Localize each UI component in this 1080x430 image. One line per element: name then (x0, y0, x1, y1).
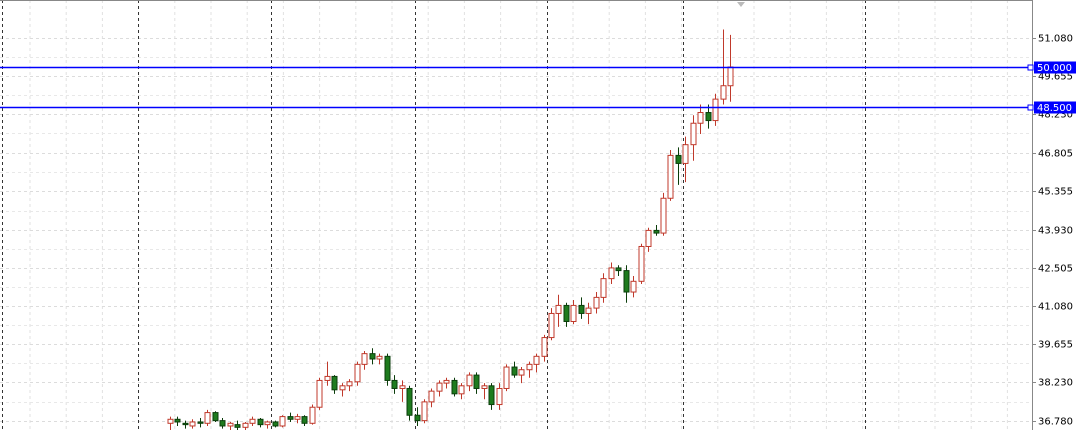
shift-marker (737, 2, 745, 7)
candle-body (518, 369, 525, 376)
candle-body (301, 416, 308, 424)
candle-body (234, 424, 241, 428)
candle-body (458, 385, 465, 395)
candle-body (503, 366, 510, 389)
candle-body (533, 355, 540, 365)
candle-body (443, 379, 450, 384)
y-tick-label: 51.080 (1038, 34, 1073, 45)
candle-body (227, 422, 234, 427)
candle-body (563, 304, 570, 322)
candle-body (242, 422, 249, 428)
price-label: 48.500 (1037, 103, 1072, 114)
candle-body (682, 144, 689, 164)
candle-body (316, 379, 323, 408)
candle-body (705, 112, 712, 122)
candle-body (264, 421, 271, 426)
candle-body (667, 154, 674, 199)
y-tick-label: 36.780 (1038, 417, 1073, 428)
candle-body (608, 267, 615, 280)
candle-body (384, 355, 391, 381)
candle-body (421, 401, 428, 422)
candle-body (436, 382, 443, 392)
candle-body (630, 280, 637, 293)
candle-body (593, 296, 600, 309)
grid (0, 0, 1032, 430)
candle-body (406, 387, 413, 416)
candle-body (287, 416, 294, 420)
candle-body (339, 385, 346, 391)
price-label-box (1034, 101, 1076, 114)
candle-body (174, 418, 181, 423)
candle-body (451, 379, 458, 395)
candle-body (376, 355, 383, 360)
candle-body (324, 375, 331, 381)
candle-body (182, 422, 189, 426)
candle-body (466, 374, 473, 387)
line-handle (1027, 64, 1034, 71)
candle-body (541, 337, 548, 357)
candle-body (272, 421, 279, 427)
candle-body (570, 304, 577, 322)
candle-body (361, 353, 368, 365)
candle-body (428, 390, 435, 403)
candle-body (511, 366, 518, 376)
candle-body (660, 197, 667, 234)
candle-body (727, 66, 734, 87)
candle-body (720, 85, 727, 100)
candle-body (414, 414, 421, 422)
candle-body (354, 363, 361, 383)
candle-body (399, 385, 406, 389)
candle-body (197, 421, 204, 424)
candle-body (219, 420, 226, 427)
candle-body (391, 379, 398, 389)
y-tick-label: 41.080 (1038, 302, 1073, 313)
candle-body (473, 374, 480, 389)
candle-body (675, 154, 682, 164)
candle-body (204, 412, 211, 424)
y-tick-label: 42.505 (1038, 264, 1073, 275)
candle-body (578, 304, 585, 314)
y-tick-label: 38.230 (1038, 378, 1073, 389)
candle-body (189, 421, 196, 427)
candle-body (481, 385, 488, 389)
candle-body (548, 312, 555, 339)
candle-body (600, 278, 607, 298)
y-tick-label: 43.930 (1038, 226, 1073, 237)
y-tick-label: 45.355 (1038, 187, 1073, 198)
candle-body (526, 363, 533, 371)
candle-body (623, 270, 630, 293)
candle-body (712, 98, 719, 122)
candle-body (638, 245, 645, 282)
candle-body (294, 416, 301, 420)
candle-body (645, 229, 652, 247)
candle-body (167, 418, 174, 424)
candle-body (496, 387, 503, 406)
candle-body (555, 304, 562, 314)
candle-body (249, 418, 256, 424)
candle-body (346, 381, 353, 387)
candle-body (690, 122, 697, 146)
candle-body (653, 229, 660, 234)
candle-body (257, 418, 264, 426)
candle-body (488, 385, 495, 406)
price-label: 50.000 (1037, 63, 1072, 74)
line-handle (1027, 104, 1034, 111)
candle-body (585, 307, 592, 314)
y-tick-label: 48.230 (1038, 110, 1073, 121)
y-tick-label: 46.805 (1038, 149, 1073, 160)
candle-body (279, 416, 286, 427)
y-tick-label: 39.655 (1038, 340, 1073, 351)
candle-body (697, 112, 704, 124)
y-tick-label: 49.655 (1038, 72, 1073, 83)
candle-body (369, 353, 376, 360)
candle-body (212, 412, 219, 422)
candle-body (331, 375, 338, 391)
candle-body (309, 406, 316, 424)
price-label-box (1034, 61, 1076, 74)
candle-body (615, 267, 622, 272)
